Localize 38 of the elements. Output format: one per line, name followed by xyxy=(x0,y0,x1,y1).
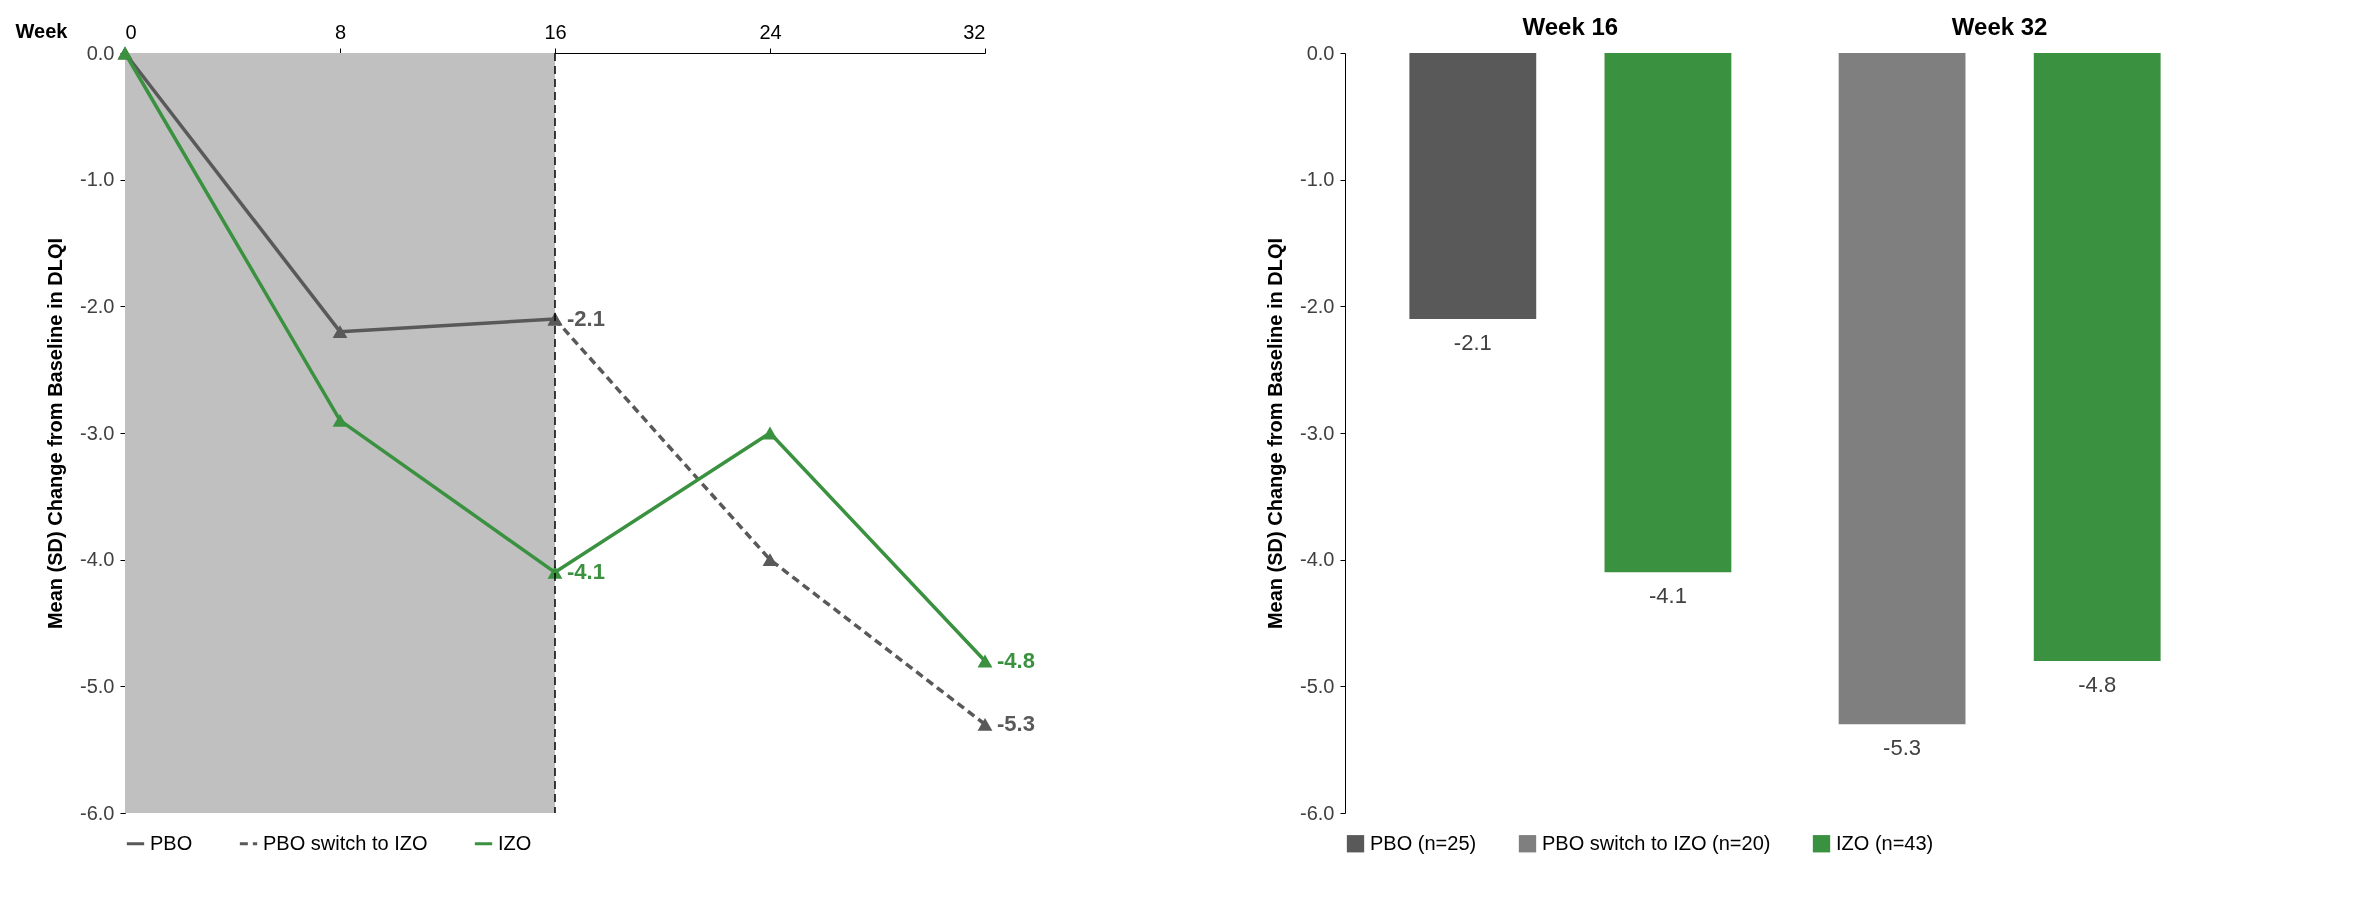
y-tick-label: -4.0 xyxy=(80,548,115,571)
x-tick-label: Week 16 xyxy=(1522,12,1619,40)
data-label: -4.1 xyxy=(1648,583,1687,609)
y-axis-title: Mean (SD) Change from Baseline in DLQI xyxy=(1264,237,1287,630)
data-label: -5.3 xyxy=(997,711,1035,737)
legend-label: PBO xyxy=(150,831,193,854)
x-axis-title: Week xyxy=(15,19,69,42)
y-tick-label: -2.0 xyxy=(1300,294,1335,317)
data-label: -2.1 xyxy=(1453,330,1492,355)
legend-label: PBO (n=25) xyxy=(1370,831,1477,854)
legend-label: IZO xyxy=(498,831,532,854)
legend-label: PBO switch to IZO xyxy=(263,831,428,854)
y-tick-label: 0.0 xyxy=(86,41,115,64)
data-label: -2.1 xyxy=(567,306,605,331)
y-tick-label: -5.0 xyxy=(1300,674,1335,697)
x-tick-label: 0 xyxy=(125,20,137,43)
y-tick-label: -1.0 xyxy=(1300,168,1335,191)
y-tick-label: 0.0 xyxy=(1306,41,1335,64)
y-tick-label: -4.0 xyxy=(1300,548,1335,571)
y-tick-label: -3.0 xyxy=(80,421,115,444)
data-label: -5.3 xyxy=(1883,735,1922,761)
x-tick-label: 32 xyxy=(963,20,986,43)
data-label: -4.8 xyxy=(997,648,1035,673)
y-tick-label: -6.0 xyxy=(1300,801,1335,824)
y-tick-label: -6.0 xyxy=(80,801,115,824)
legend-label: PBO switch to IZO (n=20) xyxy=(1542,831,1771,854)
y-tick-label: -2.0 xyxy=(80,294,115,317)
x-tick-label: 8 xyxy=(334,20,347,43)
data-label: -4.8 xyxy=(2078,672,2117,697)
y-tick-label: -3.0 xyxy=(1300,421,1335,444)
y-axis-title: Mean (SD) Change from Baseline in DLQI xyxy=(44,237,67,630)
data-label: -4.1 xyxy=(567,559,605,585)
y-tick-label: -1.0 xyxy=(80,168,115,191)
y-tick-label: -5.0 xyxy=(80,674,115,697)
x-tick-label: Week 32 xyxy=(1951,12,2048,40)
x-tick-label: 16 xyxy=(544,20,567,43)
legend-label: IZO (n=43) xyxy=(1836,831,1934,854)
x-tick-label: 24 xyxy=(759,20,782,43)
